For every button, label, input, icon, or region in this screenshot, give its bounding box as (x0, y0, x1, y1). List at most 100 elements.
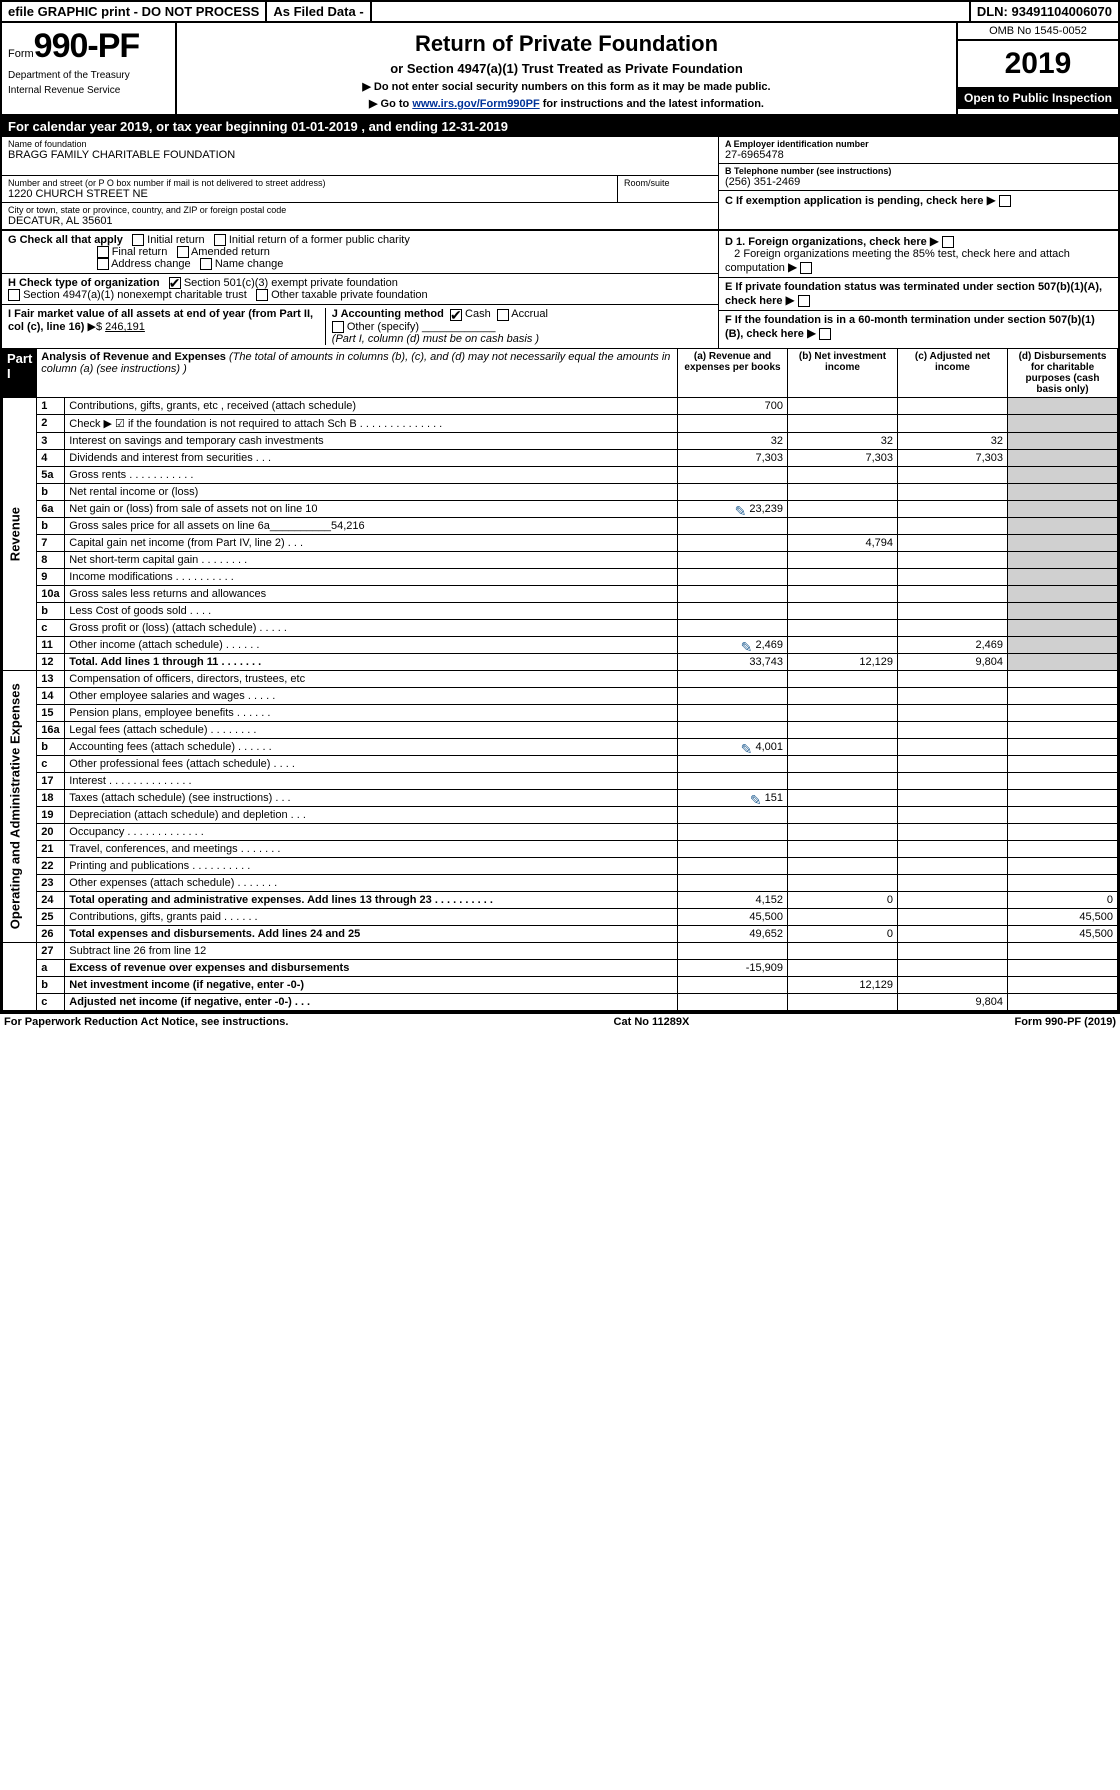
line-number: 9 (37, 568, 65, 585)
line-number: 17 (37, 772, 65, 789)
value-cell: 32 (678, 432, 788, 449)
box-g: G Check all that apply Initial return In… (2, 231, 718, 274)
value-cell (788, 875, 898, 892)
value-cell (678, 670, 788, 687)
asfiled: As Filed Data - (267, 2, 371, 21)
line-desc: Travel, conferences, and meetings . . . … (65, 841, 678, 858)
value-cell: 12,129 (788, 653, 898, 670)
line-number: 1 (37, 397, 65, 414)
page-footer: For Paperwork Reduction Act Notice, see … (0, 1013, 1120, 1030)
value-cell (898, 551, 1008, 568)
value-cell: 45,500 (678, 909, 788, 926)
value-cell (898, 466, 1008, 483)
value-cell (898, 602, 1008, 619)
line-desc: Net investment income (if negative, ente… (65, 977, 678, 994)
tax-year: 2019 (958, 41, 1118, 87)
line-desc: Less Cost of goods sold . . . . (65, 602, 678, 619)
box-d: D 1. Foreign organizations, check here ▶… (719, 231, 1118, 278)
line-number: 27 (37, 943, 65, 960)
value-cell: 45,500 (1008, 909, 1118, 926)
value-cell (898, 841, 1008, 858)
value-cell: 9,804 (898, 653, 1008, 670)
line-number: 13 (37, 670, 65, 687)
value-cell (898, 875, 1008, 892)
line-desc: Printing and publications . . . . . . . … (65, 858, 678, 875)
value-cell: 4,152 (678, 892, 788, 909)
value-cell (788, 602, 898, 619)
line-desc: Gross profit or (loss) (attach schedule)… (65, 619, 678, 636)
box-f: F If the foundation is in a 60-month ter… (719, 311, 1118, 343)
value-cell (898, 483, 1008, 500)
value-cell (678, 824, 788, 841)
value-cell: 0 (788, 926, 898, 943)
line-number: 26 (37, 926, 65, 943)
value-cell (898, 619, 1008, 636)
attachment-icon[interactable]: ✎ (736, 741, 752, 753)
value-cell: ✎ 23,239 (678, 500, 788, 517)
line-desc: Interest on savings and temporary cash i… (65, 432, 678, 449)
line-number: 3 (37, 432, 65, 449)
value-cell (898, 755, 1008, 772)
value-cell (788, 824, 898, 841)
value-cell (1008, 500, 1118, 517)
line-desc: Check ▶ ☑ if the foundation is not requi… (65, 414, 678, 432)
value-cell (678, 841, 788, 858)
value-cell (898, 687, 1008, 704)
value-cell (1008, 517, 1118, 534)
value-cell: 0 (788, 892, 898, 909)
street-address: Number and street (or P O box number if … (2, 176, 618, 203)
irs-link[interactable]: www.irs.gov/Form990PF (412, 98, 539, 110)
expenses-label: Operating and Administrative Expenses (3, 670, 37, 942)
dln: DLN: 93491104006070 (971, 2, 1118, 21)
calendar-year: For calendar year 2019, or tax year begi… (2, 116, 1118, 137)
form-title: Return of Private Foundation (185, 31, 948, 57)
checkbox-cash[interactable] (450, 309, 462, 321)
value-cell (678, 687, 788, 704)
value-cell (1008, 619, 1118, 636)
value-cell (898, 738, 1008, 755)
value-cell (1008, 414, 1118, 432)
top-bar: efile GRAPHIC print - DO NOT PROCESS As … (2, 2, 1118, 23)
attachment-icon[interactable]: ✎ (736, 639, 752, 651)
value-cell: 700 (678, 397, 788, 414)
checkbox-c[interactable] (999, 195, 1011, 207)
value-cell (788, 500, 898, 517)
line-number: b (37, 483, 65, 500)
line-number: c (37, 994, 65, 1011)
value-cell (1008, 636, 1118, 653)
checkbox-501c3[interactable] (169, 277, 181, 289)
line-desc: Dividends and interest from securities .… (65, 449, 678, 466)
value-cell: 7,303 (678, 449, 788, 466)
value-cell (898, 858, 1008, 875)
line-number: b (37, 977, 65, 994)
box-i: I Fair market value of all assets at end… (8, 308, 325, 344)
value-cell (678, 977, 788, 994)
value-cell (898, 926, 1008, 943)
line-number: 18 (37, 789, 65, 806)
city-state-zip: City or town, state or province, country… (2, 203, 718, 229)
value-cell (678, 721, 788, 738)
line-desc: Excess of revenue over expenses and disb… (65, 960, 678, 977)
value-cell (898, 397, 1008, 414)
value-cell (678, 994, 788, 1011)
value-cell (1008, 687, 1118, 704)
value-cell (1008, 432, 1118, 449)
line-desc: Other employee salaries and wages . . . … (65, 687, 678, 704)
value-cell (678, 517, 788, 534)
line-number: 8 (37, 551, 65, 568)
value-cell (1008, 824, 1118, 841)
line-number: 14 (37, 687, 65, 704)
line-number: 25 (37, 909, 65, 926)
line-number: 24 (37, 892, 65, 909)
line-number: 7 (37, 534, 65, 551)
value-cell: ✎ 151 (678, 789, 788, 806)
value-cell (1008, 858, 1118, 875)
attachment-icon[interactable]: ✎ (730, 503, 746, 515)
attachment-icon[interactable]: ✎ (746, 792, 762, 804)
value-cell (788, 858, 898, 875)
line-desc: Net short-term capital gain . . . . . . … (65, 551, 678, 568)
foundation-name: Name of foundation BRAGG FAMILY CHARITAB… (2, 137, 718, 176)
value-cell (678, 551, 788, 568)
value-cell (788, 670, 898, 687)
value-cell (898, 500, 1008, 517)
